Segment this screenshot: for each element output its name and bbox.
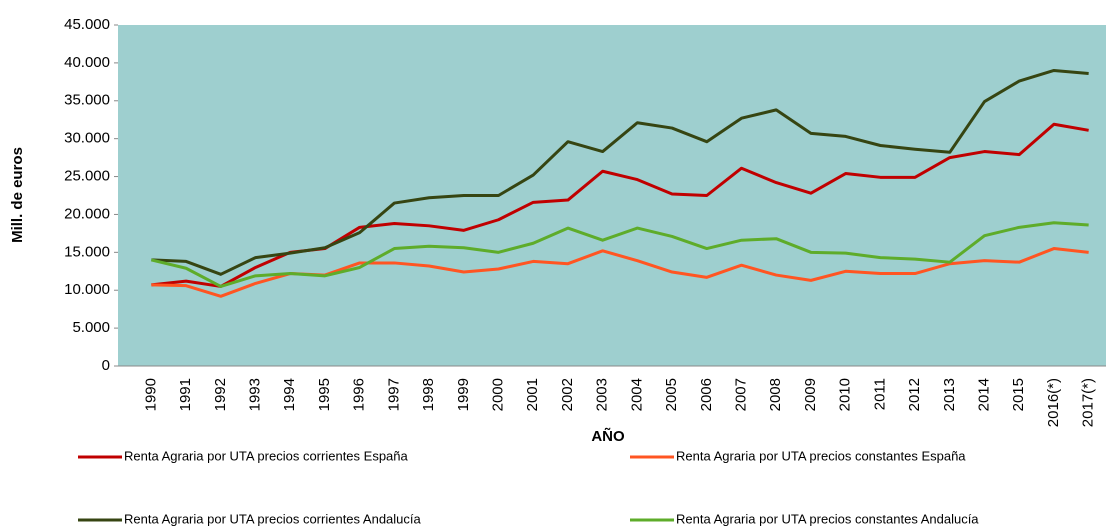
x-tick-label: 2008 xyxy=(767,378,784,411)
x-tick-label: 2006 xyxy=(698,378,715,411)
x-tick-label: 1999 xyxy=(455,378,472,411)
x-tick-label: 2004 xyxy=(628,378,645,411)
x-tick-label: 1997 xyxy=(385,378,402,411)
y-axis-label: Mill. de euros xyxy=(9,147,26,243)
x-tick-label: 2003 xyxy=(594,378,611,411)
x-tick-label: 2009 xyxy=(802,378,819,411)
x-tick-label: 2014 xyxy=(975,378,992,411)
y-tick-label: 35.000 xyxy=(64,92,110,109)
x-tick-label: 2017(*) xyxy=(1080,378,1097,427)
x-tick-label: 1990 xyxy=(142,378,159,411)
y-tick-label: 25.000 xyxy=(64,168,110,185)
x-tick-label: 2005 xyxy=(663,378,680,411)
legend-label: Renta Agraria por UTA precios corrientes… xyxy=(124,511,422,526)
legend-label: Renta Agraria por UTA precios constantes… xyxy=(676,448,966,463)
x-tick-label: 1994 xyxy=(281,378,298,411)
x-tick-label: 1993 xyxy=(246,378,263,411)
y-tick-label: 40.000 xyxy=(64,54,110,71)
x-tick-label: 1996 xyxy=(351,378,368,411)
x-tick-label: 2000 xyxy=(489,378,506,411)
x-tick-label: 2010 xyxy=(837,378,854,411)
y-tick-label: 30.000 xyxy=(64,130,110,147)
x-tick-label: 1998 xyxy=(420,378,437,411)
x-tick-label: 2016(*) xyxy=(1045,378,1062,427)
legend-label: Renta Agraria por UTA precios corrientes… xyxy=(124,448,409,463)
x-tick-label: 1991 xyxy=(177,378,194,411)
y-tick-label: 20.000 xyxy=(64,205,110,222)
x-tick-label: 1992 xyxy=(212,378,229,411)
y-tick-label: 45.000 xyxy=(64,16,110,33)
x-tick-label: 2013 xyxy=(941,378,958,411)
x-tick-label: 2001 xyxy=(524,378,541,411)
plot-area xyxy=(118,25,1106,366)
series-line xyxy=(151,68,1089,276)
y-tick-label: 15.000 xyxy=(64,243,110,260)
x-tick-label: 2015 xyxy=(1010,378,1027,411)
x-tick-label: 2012 xyxy=(906,378,923,411)
x-tick-label: 2011 xyxy=(871,378,888,410)
x-axis-label: AÑO xyxy=(591,427,625,445)
series-line xyxy=(151,221,1089,288)
x-tick-label: 1995 xyxy=(316,378,333,411)
x-tick-label: 2007 xyxy=(732,378,749,411)
y-tick-label: 0 xyxy=(102,357,110,374)
y-tick-label: 5.000 xyxy=(72,319,110,336)
y-tick-label: 10.000 xyxy=(64,281,110,298)
legend-label: Renta Agraria por UTA precios constantes… xyxy=(676,511,979,526)
x-tick-label: 2002 xyxy=(559,378,576,411)
